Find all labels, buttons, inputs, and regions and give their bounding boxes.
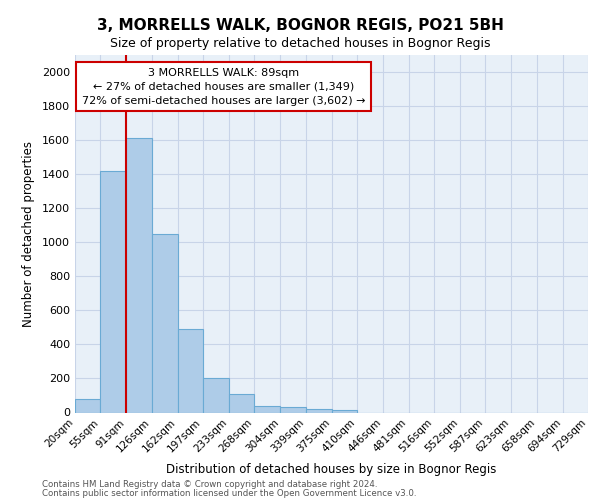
- Y-axis label: Number of detached properties: Number of detached properties: [22, 141, 35, 327]
- Bar: [152, 234, 178, 412]
- Bar: [254, 406, 280, 412]
- Bar: [127, 138, 152, 412]
- Bar: [229, 394, 254, 412]
- Text: 3, MORRELLS WALK, BOGNOR REGIS, PO21 5BH: 3, MORRELLS WALK, BOGNOR REGIS, PO21 5BH: [97, 18, 503, 32]
- Text: Contains HM Land Registry data © Crown copyright and database right 2024.: Contains HM Land Registry data © Crown c…: [42, 480, 377, 489]
- Bar: [203, 378, 229, 412]
- Text: Size of property relative to detached houses in Bognor Regis: Size of property relative to detached ho…: [110, 38, 490, 51]
- Bar: [178, 329, 203, 412]
- Bar: [75, 399, 100, 412]
- Bar: [280, 408, 306, 412]
- Bar: [306, 409, 332, 412]
- Text: Contains public sector information licensed under the Open Government Licence v3: Contains public sector information licen…: [42, 488, 416, 498]
- X-axis label: Distribution of detached houses by size in Bognor Regis: Distribution of detached houses by size …: [166, 462, 497, 475]
- Bar: [332, 410, 357, 412]
- Bar: [100, 171, 127, 412]
- Text: 3 MORRELLS WALK: 89sqm
← 27% of detached houses are smaller (1,349)
72% of semi-: 3 MORRELLS WALK: 89sqm ← 27% of detached…: [82, 68, 365, 106]
